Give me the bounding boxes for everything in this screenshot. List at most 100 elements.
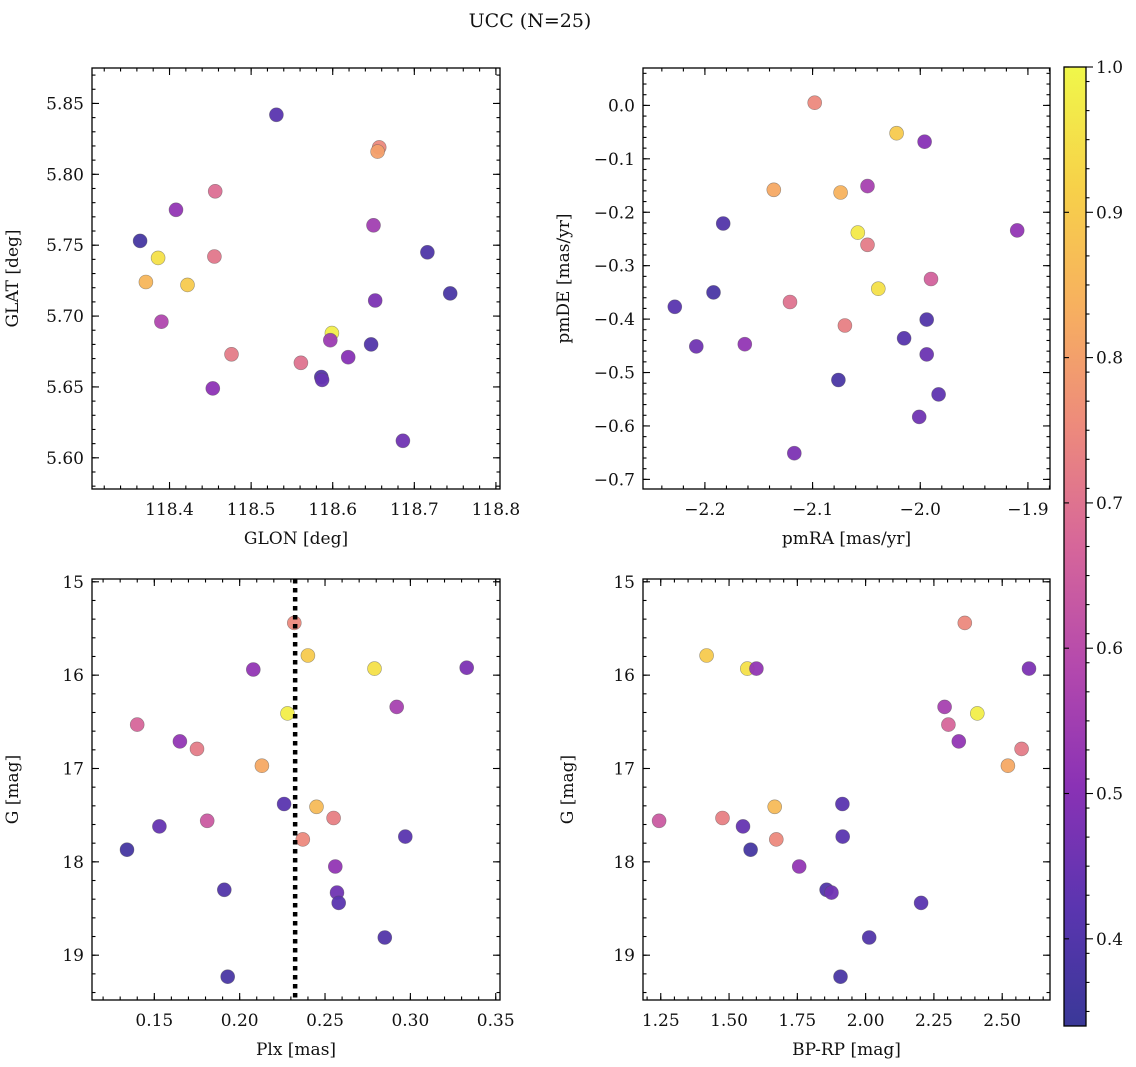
x-tick-label: −1.9 [1007, 500, 1048, 520]
data-point [957, 615, 973, 631]
data-point [919, 347, 935, 362]
data-point [172, 734, 188, 749]
data-point [207, 184, 223, 199]
panel-pmra-pmde: −2.2 −2.1 −2.0 −1.9 0.0 −0.1 −0.2 −0.3 −0.4 −0.5 −… [554, 67, 1051, 549]
data-point [154, 314, 169, 330]
y-tick-label: 5.60 [46, 449, 84, 469]
y-axis-label: pmDE [mas/yr] [554, 213, 574, 343]
data-point [699, 648, 714, 663]
data-point [300, 648, 316, 663]
x-axis-label: Plx [mas] [256, 1040, 336, 1060]
data-point [791, 859, 807, 874]
data-point [889, 125, 904, 141]
y-tick-label: 15 [62, 573, 84, 593]
data-point [831, 372, 846, 388]
data-point [326, 810, 341, 826]
data-point [835, 829, 851, 844]
x-tick-label: 2.25 [915, 1011, 953, 1031]
y-tick-label: −0.3 [594, 257, 635, 277]
data-point [132, 233, 148, 249]
y-tick-label: −0.4 [594, 310, 635, 330]
data-point [782, 294, 798, 310]
data-point [367, 293, 383, 308]
scatter-points [667, 95, 1025, 461]
data-point [1014, 741, 1029, 757]
data-point [199, 813, 215, 829]
x-tick-label: 1.25 [642, 1011, 680, 1031]
data-point [119, 842, 135, 858]
data-point [340, 349, 356, 365]
y-tick-label: 16 [613, 666, 635, 686]
data-point [377, 930, 393, 945]
data-point [205, 381, 221, 396]
y-axis-label: G [mag] [558, 755, 578, 824]
y-tick-label: 5.75 [46, 236, 84, 256]
y-tick-label: 16 [62, 666, 84, 686]
data-point [309, 799, 324, 815]
data-point [941, 717, 956, 732]
y-tick-label: 17 [62, 759, 84, 779]
data-point [180, 277, 195, 293]
data-point [861, 930, 877, 945]
data-point [715, 810, 730, 826]
y-tick-label: 15 [613, 573, 635, 593]
data-point [767, 799, 783, 815]
figure-title: UCC (N=25) [469, 10, 592, 32]
data-point [860, 237, 875, 253]
x-tick-label: −2.1 [792, 500, 833, 520]
data-point [911, 409, 927, 425]
colorbar-tick-label: 0.5 [1096, 785, 1123, 805]
data-point [207, 249, 222, 264]
data-point [293, 355, 309, 371]
y-tick-label: 0.0 [608, 96, 635, 116]
data-point [931, 387, 946, 402]
data-point [786, 445, 802, 461]
data-point [715, 216, 731, 231]
data-point [152, 819, 167, 834]
data-point [688, 339, 704, 354]
data-point [896, 330, 912, 346]
panel-glon-glat: 118.4 118.5 118.6 118.7 118.8 5.60 5.65 5.70 5.7… [3, 67, 520, 549]
x-tick-label: 1.50 [710, 1011, 748, 1031]
colorbar-tick-label: 0.8 [1096, 349, 1123, 369]
x-axis-label: BP-RP [mag] [792, 1040, 901, 1060]
x-tick-label: 118.4 [145, 500, 194, 520]
data-point [150, 250, 166, 266]
y-tick-label: 5.65 [46, 378, 84, 398]
data-point [395, 433, 411, 449]
data-point [923, 271, 939, 287]
data-point [129, 717, 145, 732]
data-point [913, 895, 929, 911]
data-point [837, 318, 853, 333]
data-point [322, 332, 338, 348]
y-axis-label: GLAT [deg] [3, 229, 23, 327]
axes-frame [642, 578, 1051, 1001]
data-point [860, 178, 875, 194]
x-tick-label: −2.2 [684, 500, 725, 520]
data-point [442, 286, 458, 301]
data-point [363, 337, 379, 352]
x-axis-label: pmRA [mas/yr] [782, 529, 911, 549]
axes-frame [642, 67, 1051, 490]
x-tick-label: 2.00 [847, 1011, 885, 1031]
data-point [331, 895, 347, 911]
y-tick-label: 5.70 [46, 307, 84, 327]
colorbar-tick-label: 0.9 [1096, 203, 1123, 223]
colorbar-tick-label: 1.0 [1096, 58, 1123, 78]
y-tick-label: 17 [613, 759, 635, 779]
data-point [735, 819, 751, 834]
data-point [269, 107, 284, 123]
data-point [951, 734, 967, 749]
x-tick-label: −2.0 [900, 500, 941, 520]
scatter-points [651, 615, 1037, 985]
y-tick-label: −0.2 [594, 203, 635, 223]
data-point [1021, 661, 1037, 676]
colorbar-tick-label: 0.4 [1096, 930, 1123, 950]
data-point [366, 218, 381, 233]
data-point [651, 813, 667, 829]
y-tick-label: −0.5 [594, 364, 635, 384]
y-tick-label: 5.85 [46, 94, 84, 114]
x-tick-label: 0.15 [135, 1011, 173, 1031]
colorbar-tick-label: 0.7 [1096, 494, 1123, 514]
panel-plx-g: 0.15 0.20 0.25 0.30 0.35 15 16 17 18 19 Plx [mas] G… [3, 573, 515, 1060]
